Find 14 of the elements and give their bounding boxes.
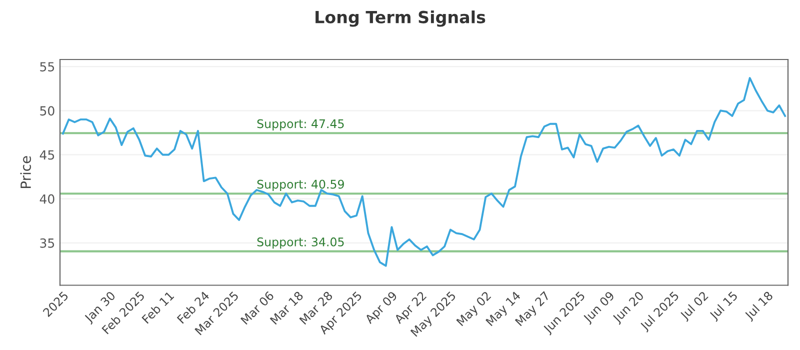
y-tick-label: 40 bbox=[40, 194, 54, 204]
chart-title: Long Term Signals bbox=[316, 10, 486, 27]
y-axis-title: Price bbox=[20, 156, 31, 188]
ref-line-label: Support: 47.45 bbox=[257, 119, 344, 130]
x-tick-label: Jul 02 bbox=[679, 290, 710, 322]
y-tick-label: 55 bbox=[40, 62, 54, 72]
ref-line-label: Support: 40.59 bbox=[257, 180, 344, 191]
ref-line-label: Support: 34.05 bbox=[257, 237, 344, 249]
x-tick-label: Jul 18 bbox=[744, 290, 775, 322]
x-tick-label: Jul 15 bbox=[708, 290, 740, 322]
y-tick-label: 45 bbox=[40, 150, 54, 160]
y-tick-label: 50 bbox=[40, 106, 54, 116]
y-tick-label: 35 bbox=[40, 238, 54, 248]
line-series bbox=[62, 77, 786, 267]
